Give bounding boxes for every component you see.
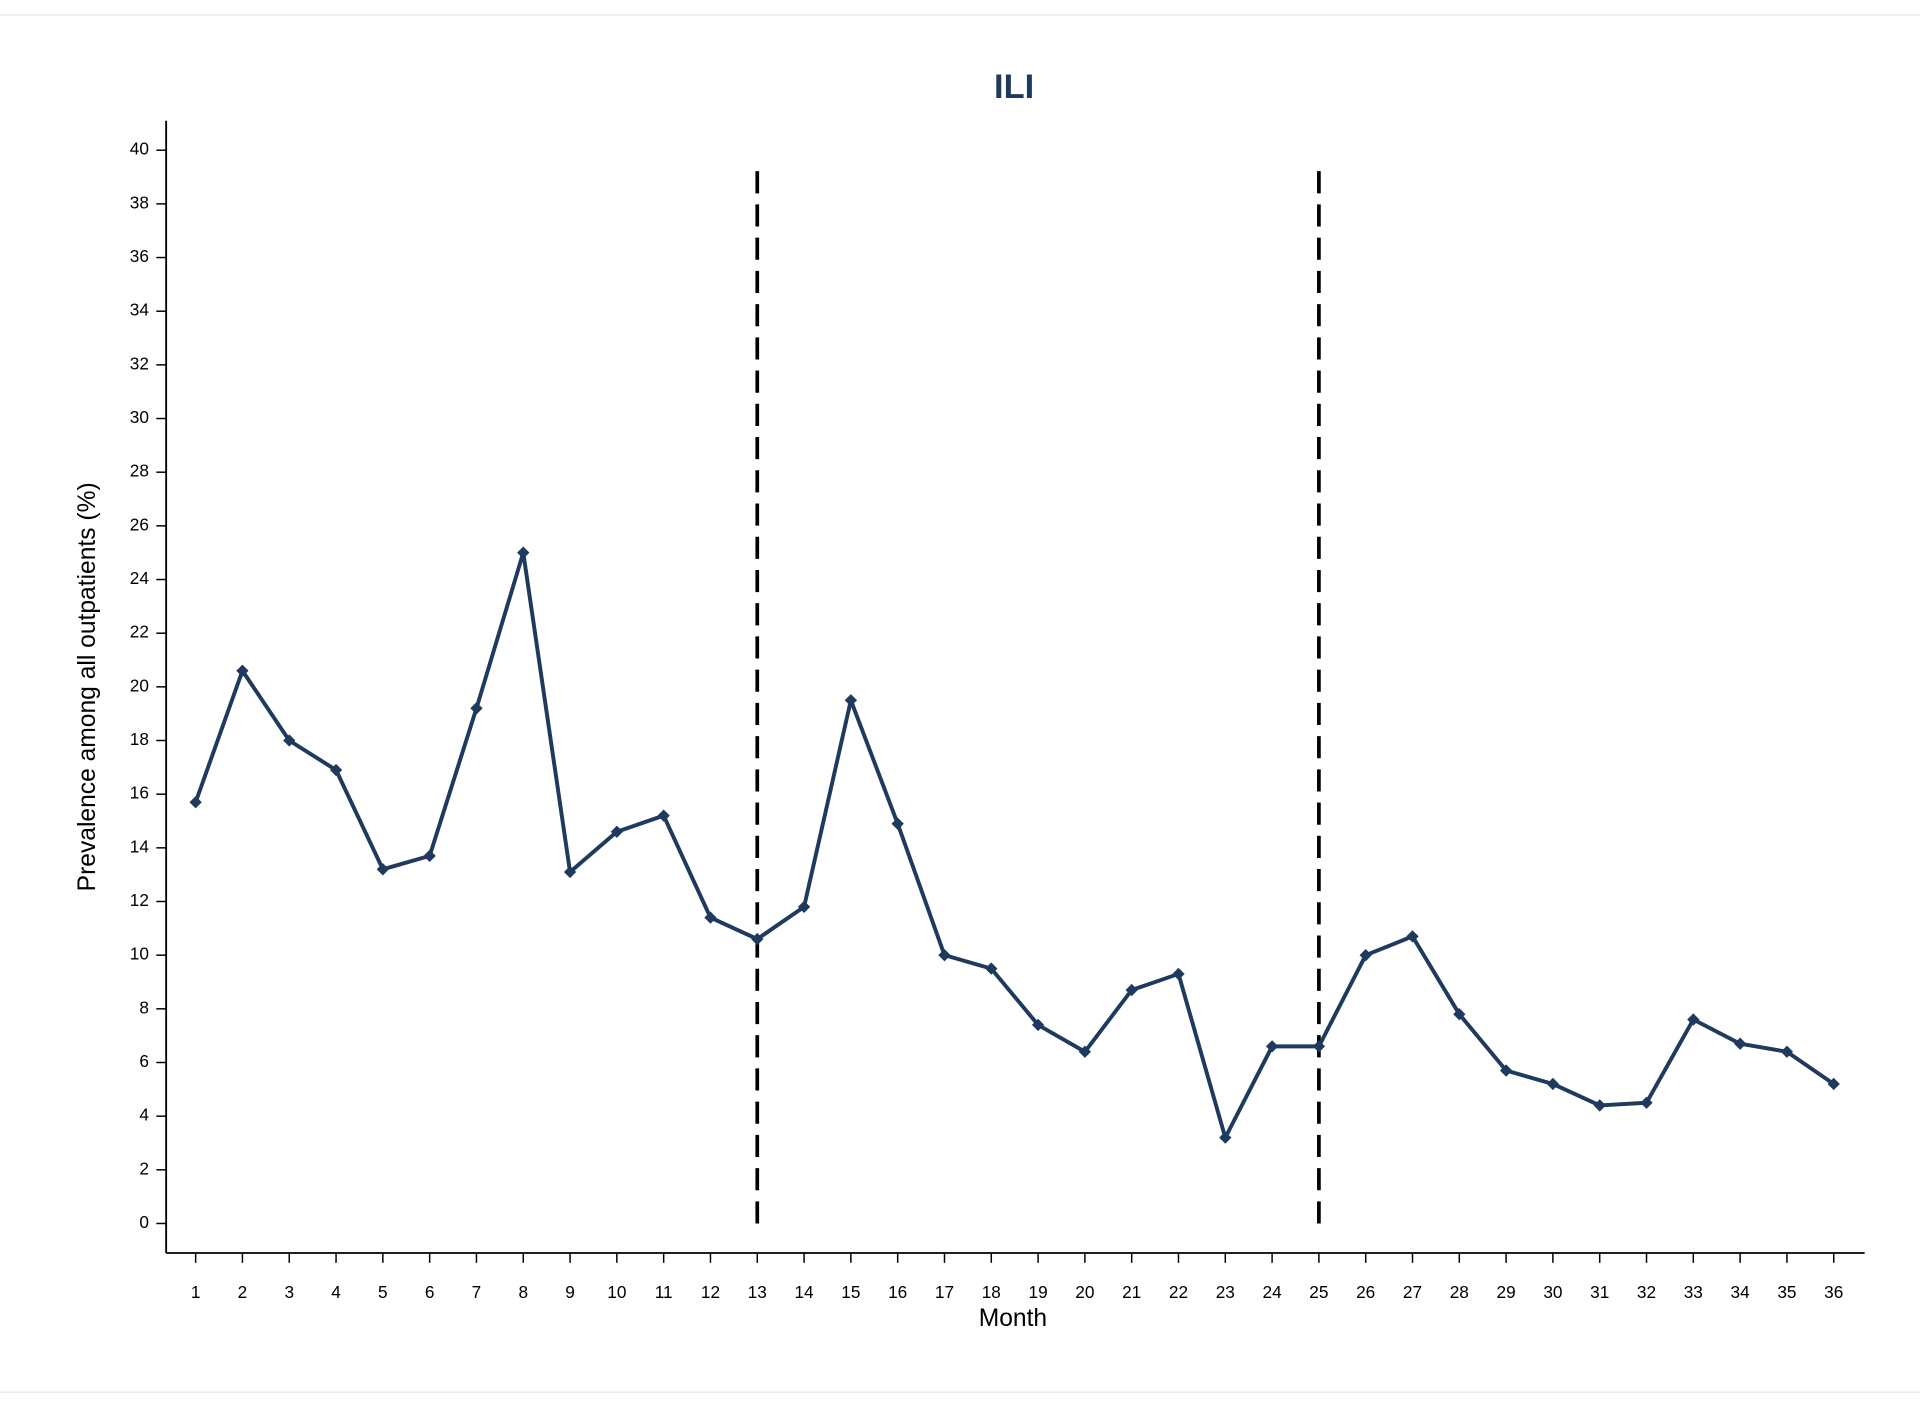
x-tick-label: 24 <box>1263 1282 1283 1302</box>
x-tick-label: 4 <box>331 1282 341 1302</box>
x-tick-label: 29 <box>1497 1282 1516 1302</box>
x-tick-label: 31 <box>1590 1282 1609 1302</box>
x-tick-label: 34 <box>1731 1282 1751 1302</box>
data-point <box>1827 1077 1840 1091</box>
x-tick-label: 21 <box>1122 1282 1141 1302</box>
y-tick-label: 38 <box>130 192 149 212</box>
x-tick-label: 9 <box>565 1282 575 1302</box>
x-tick-label: 6 <box>425 1282 435 1302</box>
y-tick-label: 0 <box>139 1212 149 1232</box>
data-point <box>189 796 202 809</box>
data-point <box>1406 930 1419 943</box>
y-tick-label: 30 <box>130 407 149 427</box>
x-tick-label: 19 <box>1029 1282 1048 1302</box>
y-tick-label: 6 <box>139 1051 149 1071</box>
x-tick-label: 2 <box>238 1282 248 1302</box>
x-tick-label: 13 <box>748 1282 767 1302</box>
x-tick-label: 27 <box>1403 1282 1422 1302</box>
data-point <box>657 809 670 822</box>
x-tick-label: 3 <box>284 1282 294 1302</box>
y-tick-label: 26 <box>130 514 149 534</box>
data-point <box>1687 1013 1700 1026</box>
data-point <box>236 664 249 677</box>
data-point <box>423 849 436 863</box>
x-tick-label: 7 <box>472 1282 482 1302</box>
x-tick-label: 17 <box>935 1282 954 1302</box>
data-point <box>938 949 951 962</box>
data-point <box>1499 1064 1513 1077</box>
y-tick-label: 14 <box>130 836 150 856</box>
x-tick-label: 10 <box>607 1282 626 1302</box>
x-tick-label: 26 <box>1356 1282 1375 1302</box>
y-tick-label: 22 <box>130 622 149 642</box>
y-tick-label: 8 <box>139 997 149 1017</box>
data-point <box>844 694 858 707</box>
data-point <box>891 817 904 830</box>
y-tick-label: 18 <box>130 729 149 749</box>
x-tick-label: 22 <box>1169 1282 1188 1302</box>
x-tick-label: 16 <box>888 1282 907 1302</box>
y-tick-label: 34 <box>130 300 150 320</box>
x-tick-label: 12 <box>701 1282 720 1302</box>
y-tick-label: 4 <box>139 1105 149 1125</box>
x-tick-label: 32 <box>1637 1282 1656 1302</box>
data-point <box>517 546 530 559</box>
x-tick-label: 11 <box>655 1282 673 1302</box>
data-point <box>1453 1008 1466 1021</box>
data-point <box>1359 949 1372 962</box>
data-point <box>1031 1018 1045 1032</box>
data-point <box>1593 1099 1606 1112</box>
y-tick-label: 2 <box>139 1158 149 1178</box>
data-point <box>1780 1045 1794 1058</box>
y-axis-label: Prevalence among all outpatients (%) <box>74 482 101 891</box>
x-tick-label: 28 <box>1450 1282 1469 1302</box>
data-point <box>704 911 717 924</box>
y-tick-label: 10 <box>130 944 149 964</box>
x-axis-label: Month <box>979 1305 1047 1332</box>
data-point <box>985 962 998 975</box>
x-tick-label: 25 <box>1309 1282 1328 1302</box>
x-tick-label: 23 <box>1216 1282 1235 1302</box>
x-tick-label: 35 <box>1777 1282 1796 1302</box>
x-tick-label: 1 <box>191 1282 201 1302</box>
y-tick-label: 36 <box>130 246 149 266</box>
x-tick-label: 8 <box>518 1282 528 1302</box>
data-point <box>751 932 764 946</box>
data-point <box>376 863 390 876</box>
data-point <box>797 900 811 914</box>
chart-title: ILI <box>994 68 1034 106</box>
x-tick-label: 30 <box>1543 1282 1562 1302</box>
x-tick-label: 33 <box>1684 1282 1703 1302</box>
x-tick-label: 14 <box>794 1282 814 1302</box>
x-tick-label: 15 <box>841 1282 860 1302</box>
data-point <box>329 763 343 777</box>
data-point <box>1172 967 1185 981</box>
x-tick-label: 18 <box>982 1282 1001 1302</box>
x-tick-label: 36 <box>1824 1282 1843 1302</box>
y-tick-label: 16 <box>130 783 149 803</box>
data-point <box>470 702 483 715</box>
x-tick-label: 20 <box>1075 1282 1094 1302</box>
series-line <box>193 550 1835 1140</box>
y-tick-label: 20 <box>130 675 149 695</box>
x-tick-label: 5 <box>378 1282 388 1302</box>
y-tick-label: 28 <box>130 461 149 481</box>
data-point <box>1546 1077 1560 1091</box>
y-tick-label: 12 <box>130 890 149 910</box>
y-tick-label: 24 <box>130 568 150 588</box>
y-tick-label: 40 <box>130 139 149 159</box>
y-tick-label: 32 <box>130 353 149 373</box>
data-point <box>283 734 296 747</box>
data-point <box>1733 1037 1747 1050</box>
